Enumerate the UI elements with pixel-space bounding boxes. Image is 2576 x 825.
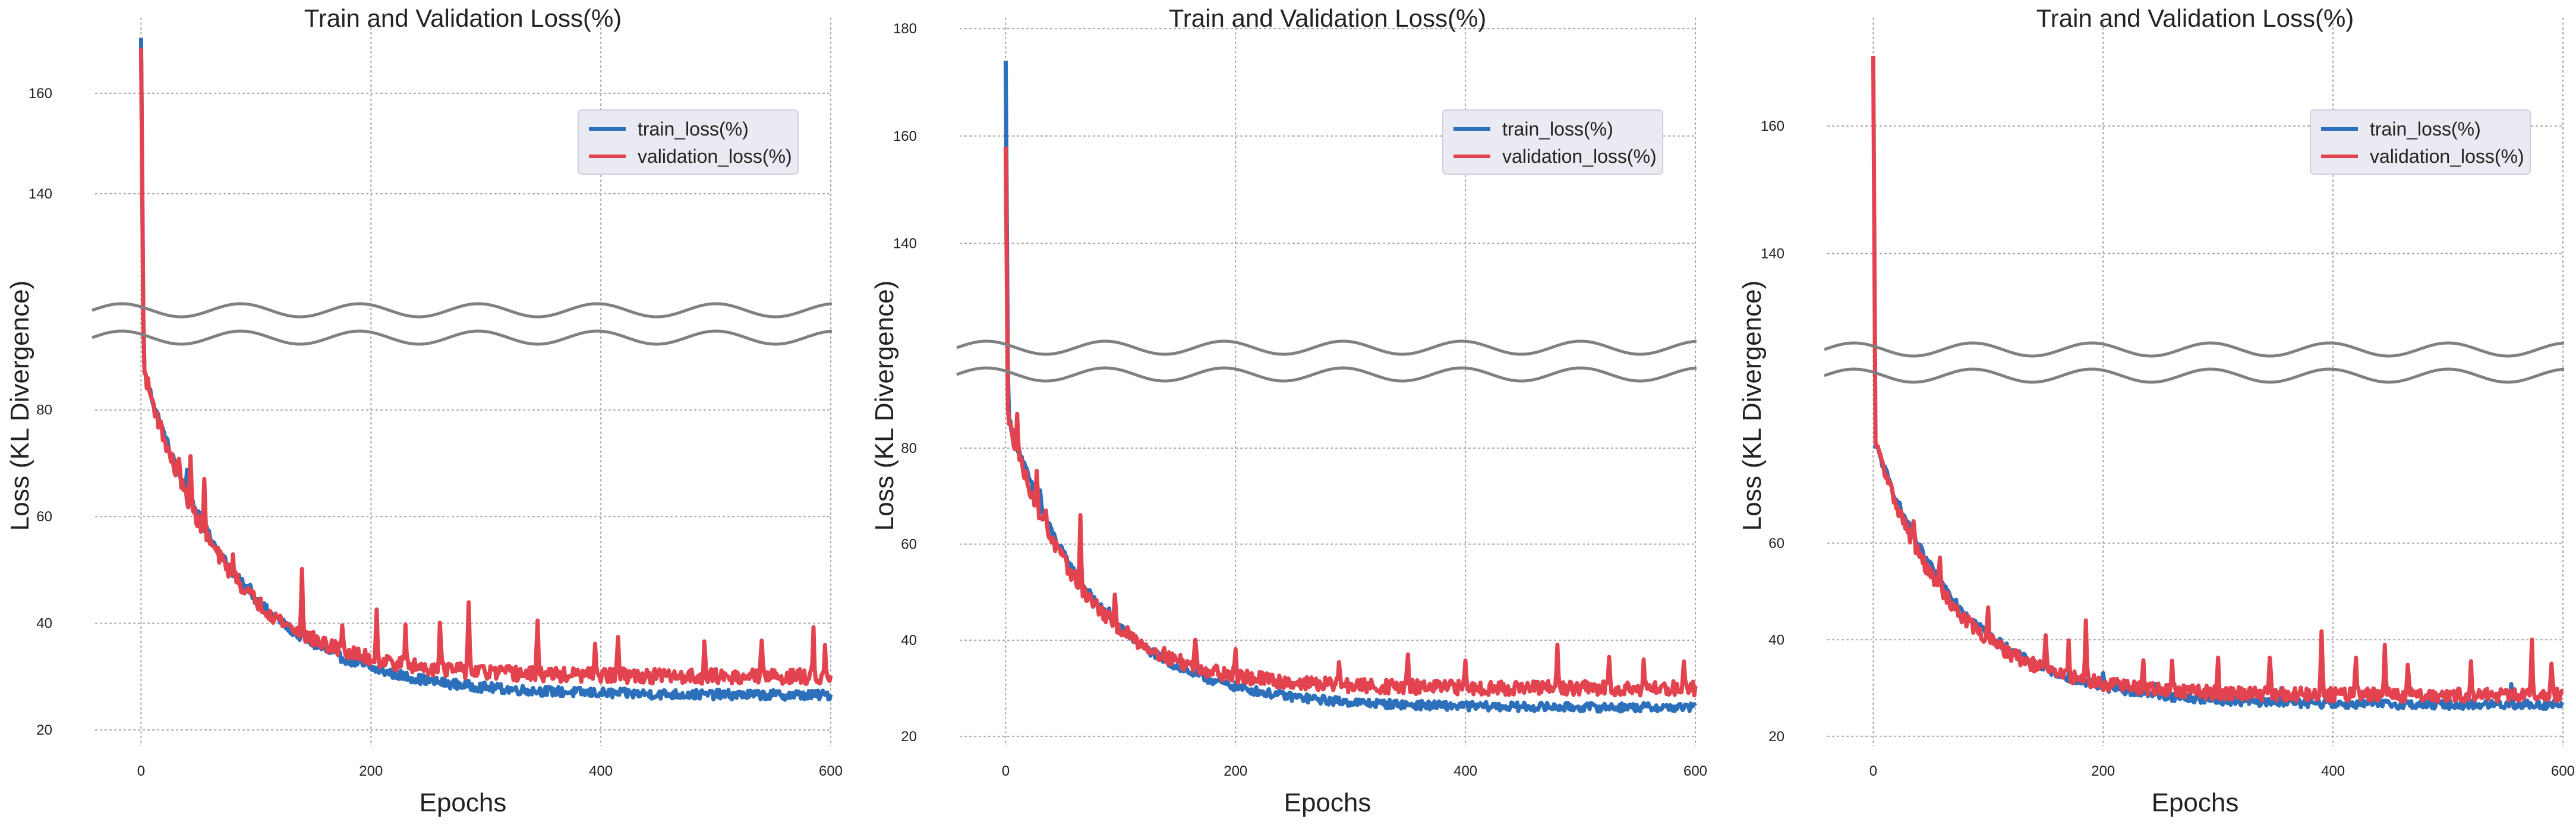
chart-panel-1: Train and Validation Loss(%) Epochs Loss (… bbox=[5, 4, 843, 817]
y-tick-label: 60 bbox=[36, 509, 52, 525]
axis-break-wave bbox=[92, 302, 833, 319]
axis-break-wave bbox=[956, 366, 1697, 383]
x-tick-label: 200 bbox=[2091, 763, 2115, 779]
x-tick-label: 200 bbox=[1224, 763, 1247, 779]
x-tick-label: 400 bbox=[589, 763, 613, 779]
x-axis-label: Epochs bbox=[420, 788, 507, 817]
y-tick-label: 140 bbox=[893, 235, 917, 251]
x-axis-label: Epochs bbox=[1284, 788, 1371, 817]
legend-label: train_loss(%) bbox=[2370, 118, 2481, 140]
y-tick-label: 140 bbox=[1761, 245, 1784, 262]
legend-box bbox=[1442, 109, 1663, 175]
y-tick-label: 20 bbox=[36, 722, 52, 738]
x-tick-label: 600 bbox=[2551, 763, 2575, 779]
y-tick-label: 160 bbox=[893, 128, 917, 144]
x-tick-label: 400 bbox=[1453, 763, 1477, 779]
axis-break-wave bbox=[1824, 341, 2565, 358]
legend-label: train_loss(%) bbox=[1502, 118, 1613, 140]
legend-box bbox=[578, 109, 799, 175]
chart-title: Train and Validation Loss(%) bbox=[1169, 4, 1487, 32]
legend-label: train_loss(%) bbox=[638, 118, 749, 140]
y-tick-label: 60 bbox=[901, 537, 917, 553]
legend: train_loss(%) validation_loss(%) bbox=[578, 109, 799, 175]
chart-panel-2: Train and Validation Loss(%) Epochs Loss (… bbox=[870, 4, 1707, 817]
series-line-validation bbox=[1003, 146, 1698, 698]
y-tick-label: 140 bbox=[29, 186, 52, 202]
x-tick-label: 400 bbox=[2321, 763, 2345, 779]
axis-break-wave bbox=[1824, 367, 2565, 384]
y-tick-label: 20 bbox=[1768, 729, 1784, 745]
chart-panel-3: Train and Validation Loss(%) Epochs Loss (… bbox=[1738, 4, 2575, 817]
y-tick-label: 160 bbox=[29, 86, 52, 102]
series-line-validation bbox=[1871, 56, 2564, 704]
y-tick-label: 40 bbox=[901, 632, 917, 648]
x-axis-label: Epochs bbox=[2152, 788, 2239, 817]
legend-label: validation_loss(%) bbox=[638, 146, 792, 167]
x-tick-label: 0 bbox=[1869, 763, 1877, 779]
legend-label: validation_loss(%) bbox=[1502, 146, 1657, 167]
y-axis-label: Loss (KL Divergence) bbox=[5, 281, 34, 531]
chart-title: Train and Validation Loss(%) bbox=[304, 4, 622, 32]
y-tick-label: 60 bbox=[1768, 536, 1784, 552]
legend: train_loss(%) validation_loss(%) bbox=[1442, 109, 1663, 175]
y-tick-label: 80 bbox=[36, 402, 52, 418]
y-tick-label: 180 bbox=[893, 21, 917, 37]
chart-title: Train and Validation Loss(%) bbox=[2036, 4, 2354, 32]
y-axis-label: Loss (KL Divergence) bbox=[1738, 281, 1767, 531]
x-tick-label: 600 bbox=[1683, 763, 1707, 779]
y-tick-label: 80 bbox=[901, 440, 917, 456]
legend-label: validation_loss(%) bbox=[2370, 146, 2524, 167]
axis-break-wave bbox=[92, 329, 833, 346]
series-line-validation bbox=[138, 48, 833, 686]
y-tick-label: 20 bbox=[901, 729, 917, 745]
x-tick-label: 600 bbox=[819, 763, 843, 779]
legend-box bbox=[2310, 109, 2531, 175]
y-tick-label: 40 bbox=[1768, 632, 1784, 648]
x-tick-label: 0 bbox=[137, 763, 145, 779]
axis-break-wave bbox=[956, 339, 1697, 356]
x-tick-label: 200 bbox=[359, 763, 383, 779]
y-tick-label: 40 bbox=[36, 616, 52, 632]
y-axis-label: Loss (KL Divergence) bbox=[870, 281, 899, 531]
legend: train_loss(%) validation_loss(%) bbox=[2310, 109, 2531, 175]
x-tick-label: 0 bbox=[1002, 763, 1010, 779]
y-tick-label: 160 bbox=[1761, 118, 1784, 134]
